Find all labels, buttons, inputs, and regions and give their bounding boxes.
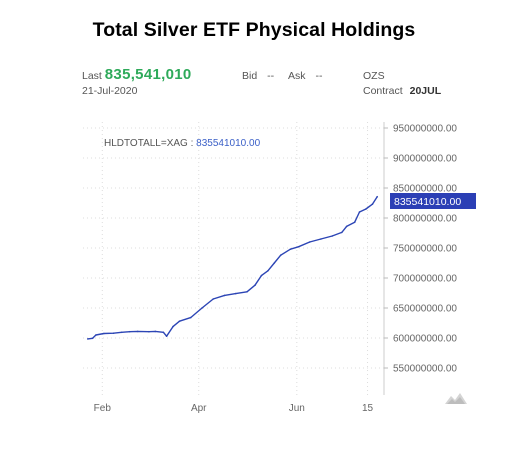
data-point bbox=[178, 320, 181, 323]
y-tick-label: 750000000.00 bbox=[393, 244, 457, 255]
last-price-group: Last 835,541,010 bbox=[82, 66, 192, 83]
data-point bbox=[128, 330, 131, 333]
data-point bbox=[136, 330, 139, 333]
symbol: OZS bbox=[363, 70, 385, 82]
y-tick-label: 700000000.00 bbox=[393, 274, 457, 285]
last-value-marker: 835541010.00 bbox=[390, 193, 476, 209]
data-point bbox=[371, 203, 374, 205]
last-value-label-bg bbox=[390, 193, 476, 209]
data-point bbox=[103, 332, 105, 335]
data-point bbox=[87, 338, 89, 340]
y-tick-label: 850000000.00 bbox=[393, 184, 457, 195]
data-point bbox=[308, 241, 311, 243]
y-tick-label: 900000000.00 bbox=[393, 154, 457, 165]
data-point bbox=[201, 307, 203, 309]
data-point bbox=[358, 211, 361, 213]
data-point bbox=[189, 316, 192, 319]
data-point bbox=[112, 332, 115, 335]
y-tick-label: 950000000.00 bbox=[393, 124, 457, 135]
legend: HLDTOTALL=XAG : 835541010.00 bbox=[104, 138, 261, 149]
x-tick-label: Apr bbox=[191, 403, 207, 414]
legend-text: HLDTOTALL=XAG : 835541010.00 bbox=[104, 138, 261, 149]
contract-value: 20JUL bbox=[409, 85, 442, 97]
y-tick-label: 550000000.00 bbox=[393, 364, 457, 375]
data-point bbox=[234, 292, 237, 295]
ask-label: Ask bbox=[288, 70, 306, 82]
data-point bbox=[279, 254, 282, 256]
data-point bbox=[331, 235, 334, 237]
data-point bbox=[95, 334, 97, 336]
data-point bbox=[345, 225, 348, 228]
data-point bbox=[267, 270, 269, 272]
last-value-label: 835541010.00 bbox=[394, 196, 461, 208]
x-tick-label: Jun bbox=[289, 403, 305, 414]
data-point bbox=[154, 330, 157, 333]
logo-icon bbox=[445, 393, 467, 404]
bid-ask-group: Bid -- Ask -- bbox=[242, 70, 322, 82]
data-point bbox=[341, 231, 343, 234]
data-point bbox=[273, 262, 276, 264]
data-point bbox=[353, 221, 356, 223]
x-tick-label: 15 bbox=[362, 403, 374, 414]
data-point bbox=[297, 246, 300, 248]
ask-value: -- bbox=[315, 70, 323, 82]
data-point bbox=[254, 284, 256, 287]
y-tick-label: 650000000.00 bbox=[393, 304, 457, 315]
contract-label: Contract bbox=[363, 85, 403, 97]
data-point bbox=[148, 330, 150, 333]
data-point bbox=[223, 294, 226, 297]
y-tick-label: 800000000.00 bbox=[393, 214, 457, 225]
bid-value: -- bbox=[267, 70, 275, 82]
data-point bbox=[260, 274, 263, 277]
data-point bbox=[376, 195, 379, 198]
legend-series-value: 835541010.00 bbox=[196, 138, 260, 149]
data-point bbox=[212, 298, 214, 300]
data-point bbox=[165, 335, 168, 338]
data-point bbox=[172, 325, 174, 328]
series-layer bbox=[87, 195, 379, 340]
x-tick-label: Feb bbox=[94, 403, 112, 414]
data-point bbox=[320, 238, 322, 240]
grid bbox=[83, 122, 384, 395]
axes: 950000000.00 900000000.00 850000000.00 8000… bbox=[94, 122, 457, 414]
y-tick-label: 600000000.00 bbox=[393, 334, 457, 345]
bid-label: Bid bbox=[242, 70, 258, 82]
data-point bbox=[246, 291, 248, 293]
data-point bbox=[162, 331, 165, 334]
data-point bbox=[289, 248, 292, 250]
last-label: Last bbox=[82, 70, 102, 82]
data-point bbox=[91, 337, 94, 340]
quote-date: 21-Jul-2020 bbox=[82, 85, 138, 97]
contract-group: Contract 20JUL bbox=[363, 85, 441, 97]
last-value: 835,541,010 bbox=[104, 66, 192, 83]
legend-series-label: HLDTOTALL=XAG : bbox=[104, 138, 196, 149]
chart-title: Total Silver ETF Physical Holdings bbox=[92, 19, 416, 41]
data-point bbox=[365, 208, 367, 210]
data-point bbox=[120, 331, 123, 334]
